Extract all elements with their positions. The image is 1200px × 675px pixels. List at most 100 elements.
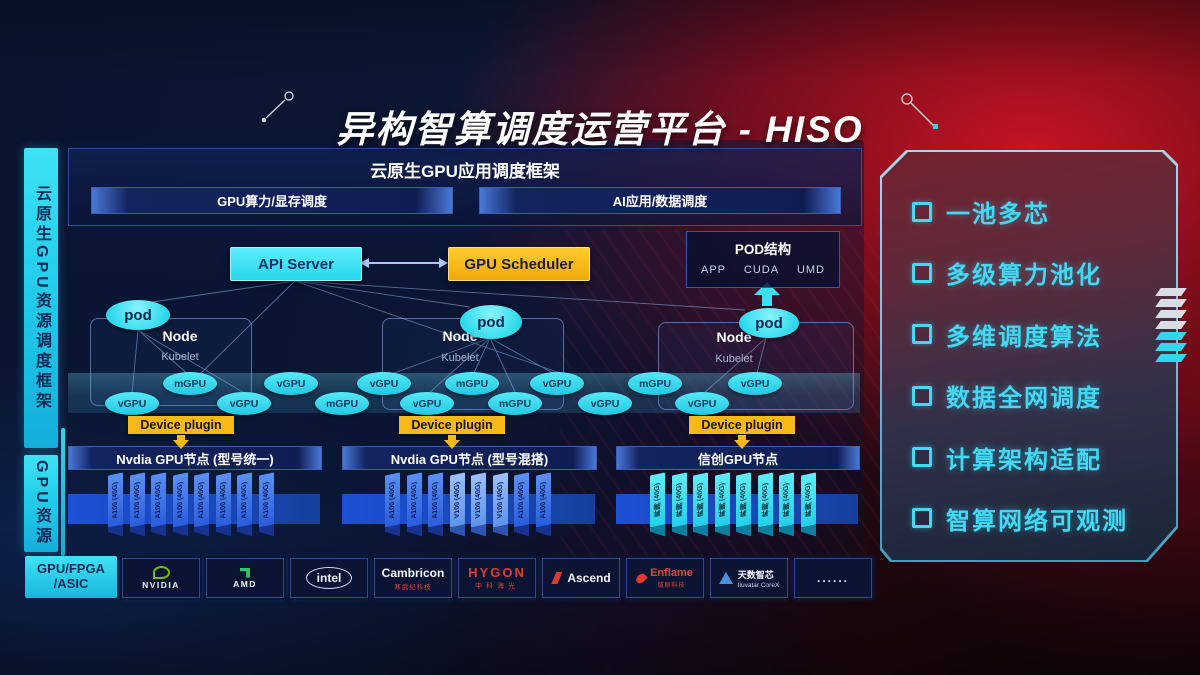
hatch-stripes-icon <box>1155 288 1187 362</box>
gpu-card: A100 (40G) <box>258 472 274 528</box>
ascend-wordmark: Ascend <box>567 571 611 585</box>
api-server-box: API Server <box>230 247 362 281</box>
node-label: Node <box>162 328 198 344</box>
gpu-card-label: A100 (40G) <box>410 480 418 520</box>
pod-ellipse: pod <box>739 308 799 338</box>
amd-logo-icon <box>239 567 250 578</box>
enflame-chinese-name: 燧原科技 <box>657 583 686 589</box>
gpu-card: 昇腾 (40G) <box>736 472 751 528</box>
device-plugin-box: Device plugin <box>689 416 795 434</box>
pod-structure-box: POD结构 APP CUDA UMD <box>686 231 840 288</box>
pod-ellipse: pod <box>460 305 522 339</box>
cambricon-wordmark: Cambricon <box>381 565 445 580</box>
gpu-card: A100 (40G) <box>514 472 529 528</box>
checkbox-icon <box>912 263 932 283</box>
intel-wordmark: intel <box>305 567 353 589</box>
gpu-card-label: A100 (40G) <box>219 480 227 520</box>
vendor-cambricon-content: Cambricon 寒武纪科技 <box>382 566 445 591</box>
gpu-card-label: V100 (40G) <box>496 481 504 519</box>
gpu-card-label: A100 (40G) <box>389 480 396 520</box>
node-bar-nvidia-mixed: Nvdia GPU节点 (型号混搭) <box>342 446 597 470</box>
page-title: 异构智算调度运营平台 - HISO <box>336 108 864 150</box>
gpu-card: A100 (40G) <box>215 472 231 528</box>
gpu-card-label: 昇腾 (40G) <box>782 482 790 518</box>
nvidia-eye-icon <box>152 566 170 579</box>
gpu-card-label: 昇腾 (40G) <box>804 482 811 518</box>
feature-label: 多级算力池化 <box>946 262 1102 290</box>
gpu-ellipse-vgpu: vGPU <box>675 392 729 415</box>
feature-item-5: 智算网络可观测 <box>912 501 1158 536</box>
checkbox-icon <box>912 202 932 222</box>
gpu-card: V100 (40G) <box>471 472 486 528</box>
feature-item-3: 数据全网调度 <box>912 378 1158 413</box>
sidebar-label-gpu-resource-text: GPU资源 <box>33 460 50 547</box>
gpu-card: V100 (40G) <box>449 472 465 528</box>
framework-panel-title: 云原生GPU应用调度框架 <box>370 162 560 181</box>
feature-item-2: 多维调度算法 <box>912 317 1158 352</box>
gpu-card-label: A100 (40G) <box>198 480 205 520</box>
gpu-card: 昇腾 (40G) <box>800 472 816 528</box>
pod-structure-item: CUDA <box>743 264 780 276</box>
gpu-card-label: A100 (40G) <box>133 480 141 520</box>
gpu-card-label: 昇腾 (40G) <box>696 482 704 518</box>
gpu-ellipse-vgpu: vGPU <box>578 392 632 415</box>
subbar-gpu-compute-scheduling: GPU算力/显存调度 <box>91 187 453 214</box>
gpu-card-label: 昇腾 (40G) <box>761 482 768 518</box>
feature-item-4: 计算架构适配 <box>912 440 1158 475</box>
gpu-ellipse-vgpu: vGPU <box>357 372 411 395</box>
hygon-chinese-name: 中科海光 <box>474 583 519 590</box>
gpu-card-label: A100 (40G) <box>241 480 248 520</box>
vendor-more: ...... <box>794 558 872 598</box>
down-arrow-icon <box>734 435 750 449</box>
gpu-card: A100 (40G) <box>129 472 145 528</box>
feature-panel: 一池多芯 多级算力池化 多维调度算法 数据全网调度 计算架构适配 智算网络可观测 <box>880 150 1178 562</box>
sidebar-label-framework: 云原生GPU资源调度框架 <box>24 148 58 448</box>
gpu-fpga-asic-line1: GPU/FPGA <box>37 561 105 577</box>
pod-ellipse: pod <box>106 300 170 330</box>
down-arrow-icon <box>173 435 189 449</box>
node-bar-xinchuang: 信创GPU节点 <box>616 446 860 470</box>
gpu-ellipse-vgpu: vGPU <box>728 372 782 395</box>
vendor-logo-row: NVIDIA AMD intel Cambricon 寒武纪科技 HYGON 中科海光 Asc… <box>122 558 872 598</box>
kubelet-label: Kubelet <box>715 353 753 365</box>
gpu-fpga-asic-line2: /ASIC <box>53 576 89 591</box>
kubelet-label: Kubelet <box>161 351 199 363</box>
vendor-nvidia: NVIDIA <box>122 558 200 598</box>
gpu-card: A100 (40G) <box>172 472 188 528</box>
feature-label: 计算架构适配 <box>946 446 1102 474</box>
gpu-ellipse-vgpu: vGPU <box>264 372 318 395</box>
gpu-ellipse-mgpu: mGPU <box>163 372 217 395</box>
vendor-enflame-content: Enflame 燧原科技 <box>634 567 693 589</box>
gpu-card: 昇腾 (40G) <box>757 472 773 528</box>
gpu-fpga-asic-label: GPU/FPGA /ASIC <box>25 556 117 598</box>
gpu-card-label: V100 (40G) <box>475 481 482 519</box>
gpu-ellipse-vgpu: vGPU <box>105 392 159 415</box>
pod-structure-item: APP <box>701 264 727 276</box>
gpu-card-group-2: 昇腾 (40G) 昇腾 (40G) 昇腾 (40G) 昇腾 (40G) 昇腾 (40G)… <box>650 472 816 528</box>
gpu-ellipse-vgpu: vGPU <box>217 392 271 415</box>
gpu-ellipse-mgpu: mGPU <box>315 392 369 415</box>
device-plugin-box: Device plugin <box>399 416 505 434</box>
gpu-card-label: A100 (40G) <box>155 480 162 520</box>
gpu-card: A100 (40G) <box>194 472 209 528</box>
gpu-card-label: V100 (40G) <box>453 481 461 519</box>
cambricon-chinese-name: 寒武纪科技 <box>394 583 432 591</box>
gpu-card-label: A100 (40G) <box>432 480 439 520</box>
vendor-iluvatar: 天数智芯 Iluvatar CoreX <box>710 558 788 598</box>
gpu-card: 昇腾 (40G) <box>693 472 708 528</box>
gpu-card-label: A100 (40G) <box>539 480 547 520</box>
vendor-ascend-content: Ascend <box>551 571 611 585</box>
feature-label: 智算网络可观测 <box>946 507 1128 535</box>
checkbox-icon <box>912 447 932 467</box>
iluvatar-chinese-name: 天数智芯 <box>737 569 774 580</box>
vendor-amd-content: AMD <box>233 567 257 589</box>
down-arrow-icon <box>444 435 460 449</box>
checkbox-icon <box>912 508 932 528</box>
vendor-ascend: Ascend <box>542 558 620 598</box>
enflame-text-block: Enflame 燧原科技 <box>650 567 693 589</box>
sidebar-label-framework-text: 云原生GPU资源调度框架 <box>33 184 50 412</box>
sidebar-label-gpu-resource: GPU资源 <box>24 455 58 552</box>
feature-item-1: 多级算力池化 <box>912 255 1158 290</box>
nvidia-wordmark: NVIDIA <box>142 580 180 590</box>
gpu-card-label: A100 (40G) <box>262 480 270 520</box>
